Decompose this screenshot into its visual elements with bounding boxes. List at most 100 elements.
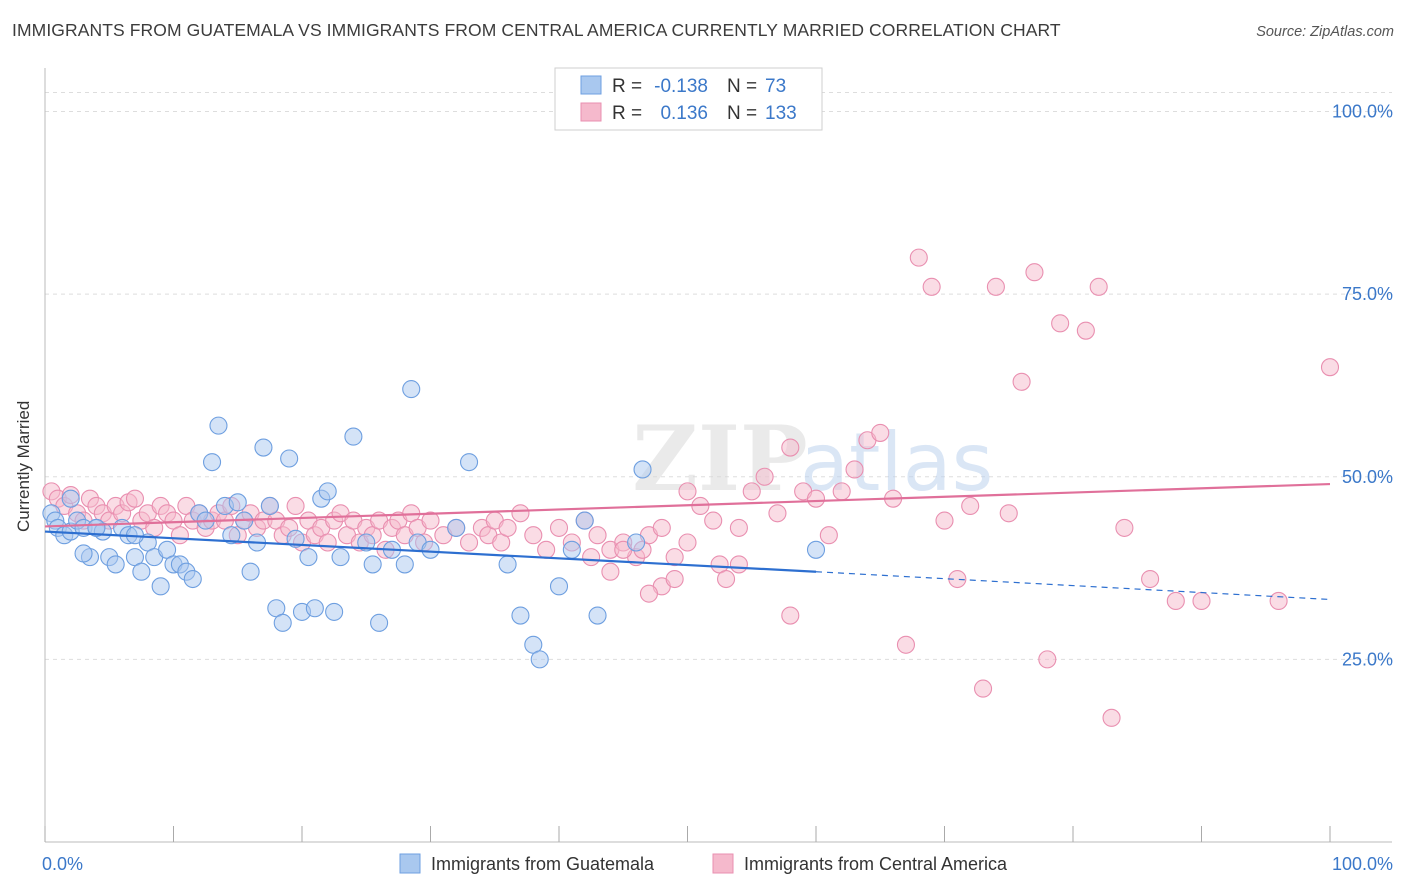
point-guatemala	[222, 526, 241, 545]
point-central-america	[716, 569, 736, 589]
point-central-america	[755, 467, 774, 486]
point-central-america	[665, 548, 684, 567]
point-guatemala	[498, 555, 517, 574]
point-guatemala	[395, 555, 414, 574]
point-central-america	[665, 569, 684, 589]
point-guatemala	[562, 540, 581, 559]
point-central-america	[1012, 372, 1031, 391]
legend-swatch	[580, 75, 602, 95]
legend-r-label: R =	[612, 103, 642, 124]
point-central-america	[704, 511, 723, 530]
point-guatemala	[254, 438, 273, 457]
point-guatemala	[402, 380, 421, 399]
point-guatemala	[549, 577, 569, 596]
point-guatemala	[633, 460, 652, 479]
point-central-america	[845, 460, 864, 479]
y-tick-label: 75.0%	[1342, 284, 1393, 304]
point-central-america	[459, 533, 479, 552]
point-central-america	[511, 504, 530, 523]
point-central-america	[678, 482, 697, 501]
point-central-america	[170, 526, 189, 545]
point-central-america	[729, 555, 748, 574]
series-central-america-points	[42, 248, 1340, 727]
point-central-america	[896, 635, 916, 654]
bottom-legend: Immigrants from Guatemala Immigrants from…	[399, 853, 1008, 874]
watermark-text: ZIP	[632, 406, 807, 512]
point-central-america	[125, 489, 144, 508]
point-guatemala	[806, 540, 826, 559]
point-central-america	[1320, 358, 1340, 377]
point-central-america	[678, 533, 697, 552]
point-central-america	[729, 518, 748, 537]
point-guatemala	[209, 416, 228, 435]
point-central-america	[922, 277, 941, 296]
point-central-america	[1025, 263, 1044, 282]
point-central-america	[498, 518, 517, 537]
legend-n-label: N =	[727, 76, 757, 97]
point-guatemala	[318, 482, 337, 501]
point-central-america	[1192, 591, 1211, 610]
point-guatemala	[511, 606, 530, 625]
y-tick-label: 100.0%	[1332, 102, 1393, 122]
point-central-america	[781, 606, 800, 625]
point-guatemala	[228, 493, 247, 512]
point-central-america	[986, 277, 1005, 296]
bottom-legend-label: Immigrants from Central America	[744, 854, 1008, 874]
point-central-america	[806, 489, 826, 508]
legend-n-label: N =	[727, 103, 757, 124]
point-guatemala	[588, 606, 607, 625]
point-central-america	[1089, 277, 1108, 296]
point-guatemala	[203, 453, 222, 472]
x-tick-label-left: 0.0%	[42, 854, 83, 874]
point-central-america	[318, 533, 337, 552]
point-guatemala	[260, 496, 279, 516]
point-central-america	[1102, 708, 1121, 727]
point-central-america	[1115, 518, 1134, 537]
tick-labels: 25.0% 50.0% 75.0% 100.0% 0.0% 100.0%	[42, 102, 1393, 874]
point-guatemala	[363, 555, 382, 574]
point-guatemala	[357, 533, 376, 552]
point-central-america	[286, 496, 305, 516]
point-central-america	[768, 504, 787, 523]
point-guatemala	[575, 511, 594, 530]
point-guatemala	[627, 533, 646, 552]
point-guatemala	[183, 569, 202, 589]
point-guatemala	[151, 577, 170, 596]
trend-lines	[44, 482, 1331, 601]
point-central-america	[1141, 569, 1160, 589]
legend-r-value: -0.138	[654, 76, 708, 97]
point-guatemala	[299, 548, 318, 567]
bottom-legend-swatch	[712, 853, 734, 874]
point-guatemala	[61, 489, 80, 508]
point-guatemala	[106, 555, 125, 574]
point-guatemala	[421, 540, 440, 559]
point-central-america	[973, 679, 993, 698]
legend-n-value: 73	[765, 76, 786, 97]
point-central-america	[935, 511, 954, 530]
trend-guatemala-projection	[815, 571, 1331, 601]
point-central-america	[999, 504, 1018, 523]
legend-n-value: 133	[765, 103, 797, 124]
point-central-america	[781, 438, 800, 457]
point-central-america	[639, 584, 659, 603]
bottom-legend-label: Immigrants from Guatemala	[431, 854, 655, 874]
point-central-america	[524, 526, 543, 545]
point-central-america	[742, 482, 761, 501]
legend-r-label: R =	[612, 76, 642, 97]
point-guatemala	[344, 427, 363, 446]
point-central-america	[1076, 321, 1095, 340]
legend-r-value: 0.136	[660, 103, 708, 124]
legend-swatch	[580, 102, 602, 122]
bottom-legend-swatch	[399, 853, 421, 874]
x-tick-label-right: 100.0%	[1332, 854, 1393, 874]
point-central-america	[549, 518, 569, 537]
trend-central-america	[44, 482, 1331, 528]
point-central-america	[1269, 591, 1288, 610]
point-central-america	[832, 482, 851, 501]
point-guatemala	[459, 453, 479, 472]
axes	[44, 68, 1392, 843]
point-central-america	[421, 511, 440, 530]
point-central-america	[652, 518, 671, 537]
point-guatemala	[286, 529, 305, 548]
